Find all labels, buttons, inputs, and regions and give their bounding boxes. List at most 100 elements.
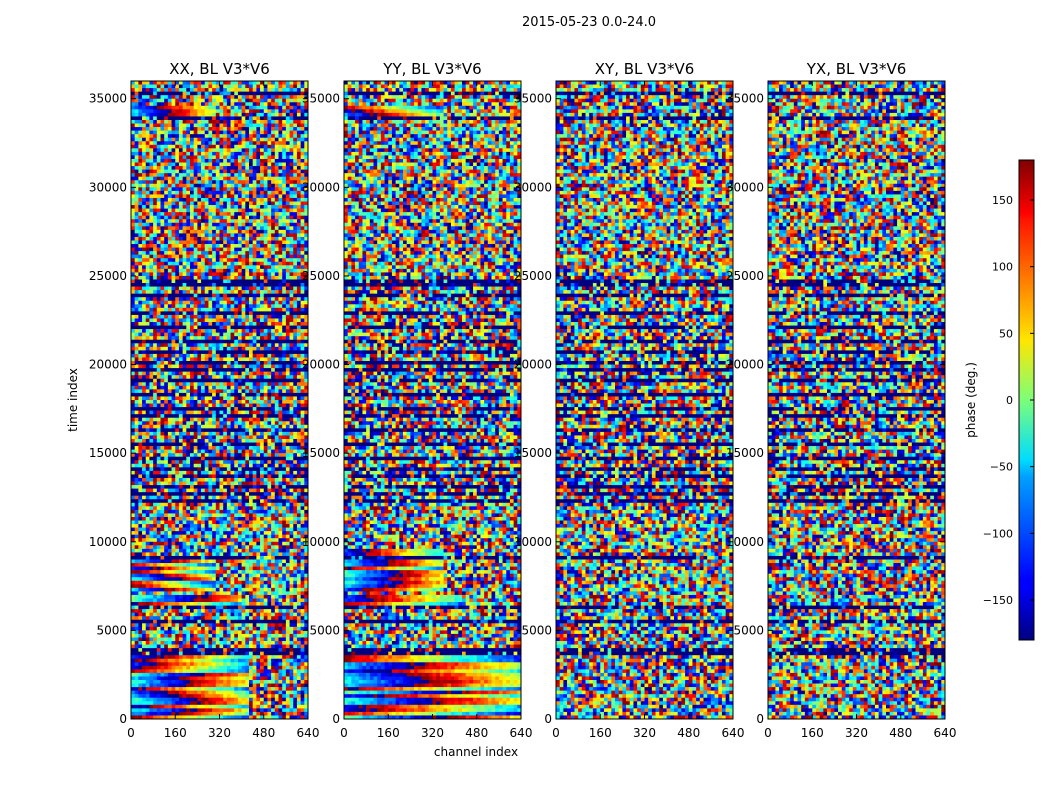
heatmap-cell: [212, 237, 216, 241]
heatmap-cell: [279, 173, 283, 177]
heatmap-cell: [301, 116, 305, 120]
heatmap-cell: [161, 379, 165, 383]
heatmap-cell: [212, 269, 216, 273]
heatmap-cell: [271, 95, 275, 99]
heatmap-cell: [256, 159, 260, 163]
heatmap-cell: [186, 205, 190, 209]
heatmap-cell: [275, 85, 279, 89]
heatmap-cell: [290, 418, 294, 422]
heatmap-cell: [238, 407, 242, 411]
heatmap-cell: [164, 283, 168, 287]
heatmap-cell: [279, 386, 283, 390]
heatmap-cell: [234, 198, 238, 202]
heatmap-cell: [286, 180, 290, 184]
heatmap-cell: [135, 113, 139, 117]
heatmap-cell: [175, 294, 179, 298]
heatmap-cell: [190, 308, 194, 312]
heatmap-cell: [194, 350, 198, 354]
heatmap-cell: [190, 290, 194, 294]
heatmap-cell: [146, 446, 150, 450]
heatmap-cell: [153, 120, 157, 124]
heatmap-cell: [242, 347, 246, 351]
heatmap-cell: [231, 223, 235, 227]
heatmap-cell: [249, 241, 253, 245]
heatmap-cell: [256, 279, 260, 283]
heatmap-cell: [227, 173, 231, 177]
heatmap-cell: [231, 255, 235, 259]
heatmap-cell: [227, 116, 231, 120]
heatmap-cell: [297, 350, 301, 354]
heatmap-cell: [153, 226, 157, 230]
heatmap-cell: [168, 428, 172, 432]
heatmap-cell: [264, 333, 268, 337]
heatmap-cell: [161, 202, 165, 206]
heatmap-cell: [194, 219, 198, 223]
heatmap-cell: [245, 180, 249, 184]
heatmap-cell: [164, 386, 168, 390]
heatmap-cell: [290, 216, 294, 220]
heatmap-cell: [157, 354, 161, 358]
heatmap-cell: [205, 166, 209, 170]
heatmap-cell: [220, 88, 224, 92]
heatmap-cell: [186, 283, 190, 287]
heatmap-cell: [297, 357, 301, 361]
heatmap-cell: [175, 148, 179, 152]
heatmap-cell: [223, 343, 227, 347]
heatmap-cell: [135, 237, 139, 241]
heatmap-cell: [197, 443, 201, 447]
heatmap-cell: [161, 326, 165, 330]
heatmap-cell: [293, 209, 297, 213]
heatmap-cell: [161, 88, 165, 92]
heatmap-cell: [205, 202, 209, 206]
heatmap-cell: [216, 212, 220, 216]
heatmap-cell: [194, 269, 198, 273]
heatmap-cell: [238, 418, 242, 422]
heatmap-cell: [271, 85, 275, 89]
heatmap-cell: [197, 340, 201, 344]
heatmap-cell: [201, 81, 205, 85]
heatmap-cell: [216, 382, 220, 386]
heatmap-cell: [267, 375, 271, 379]
heatmap-cell: [290, 163, 294, 167]
heatmap-cell: [279, 315, 283, 319]
heatmap-cell: [175, 439, 179, 443]
heatmap-cell: [168, 318, 172, 322]
heatmap-cell: [161, 251, 165, 255]
heatmap-cell: [223, 301, 227, 305]
heatmap-cell: [242, 262, 246, 266]
heatmap-cell: [201, 283, 205, 287]
heatmap-cell: [293, 159, 297, 163]
heatmap-cell: [267, 251, 271, 255]
heatmap-cell: [135, 155, 139, 159]
heatmap-cell: [168, 343, 172, 347]
heatmap-cell: [271, 216, 275, 220]
heatmap-cell: [256, 106, 260, 110]
heatmap-cell: [279, 216, 283, 220]
heatmap-cell: [275, 99, 279, 103]
heatmap-cell: [175, 414, 179, 418]
heatmap-cell: [234, 311, 238, 315]
heatmap-cell: [179, 205, 183, 209]
heatmap-cell: [282, 386, 286, 390]
heatmap-cell: [242, 386, 246, 390]
heatmap-cell: [290, 287, 294, 291]
heatmap-cell: [157, 308, 161, 312]
heatmap-cell: [260, 152, 264, 156]
heatmap-cell: [131, 443, 135, 447]
heatmap-cell: [201, 304, 205, 308]
heatmap-cell: [301, 421, 305, 425]
heatmap-cell: [297, 209, 301, 213]
heatmap-cell: [179, 166, 183, 170]
figure-suptitle: 2015-05-23 0.0-24.0: [522, 15, 656, 30]
heatmap-cell: [290, 354, 294, 358]
heatmap-cell: [131, 404, 135, 408]
heatmap-cell: [220, 347, 224, 351]
heatmap-cell: [260, 109, 264, 113]
heatmap-cell: [297, 340, 301, 344]
heatmap-cell: [260, 347, 264, 351]
heatmap-cell: [282, 248, 286, 252]
heatmap-cell: [197, 81, 201, 85]
heatmap-cell: [142, 414, 146, 418]
heatmap-cell: [231, 269, 235, 273]
heatmap-cell: [238, 340, 242, 344]
